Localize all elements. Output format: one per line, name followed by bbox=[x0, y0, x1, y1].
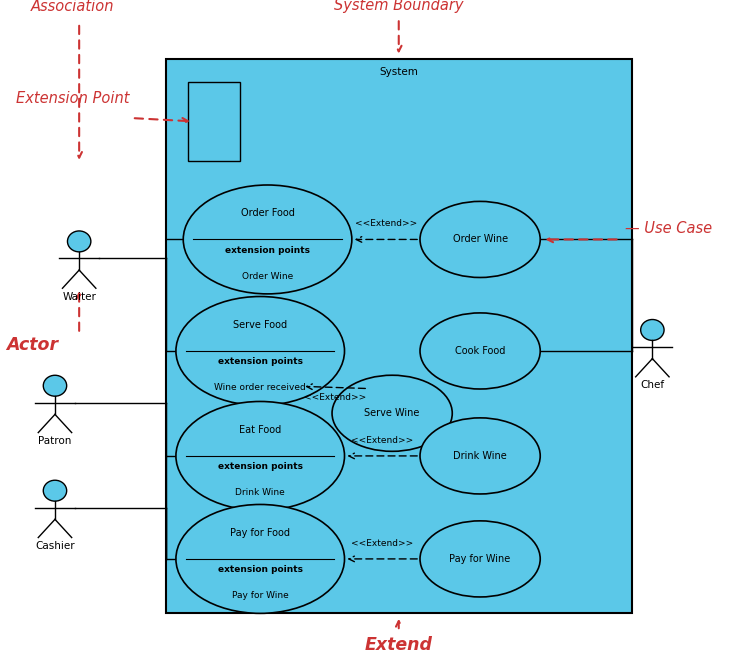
Text: Patron: Patron bbox=[38, 436, 72, 446]
Text: Drink Wine: Drink Wine bbox=[235, 489, 285, 497]
Text: <<Extend>>: <<Extend>> bbox=[304, 393, 366, 402]
Text: Serve Food: Serve Food bbox=[233, 320, 287, 330]
Text: Cashier: Cashier bbox=[35, 541, 75, 551]
Text: Extension Point: Extension Point bbox=[16, 91, 130, 106]
FancyBboxPatch shape bbox=[166, 59, 632, 613]
Text: Serve Wine: Serve Wine bbox=[364, 408, 420, 419]
Text: Wine order received: Wine order received bbox=[214, 384, 306, 392]
Text: Pay for Wine: Pay for Wine bbox=[232, 592, 289, 600]
Text: Pay for Food: Pay for Food bbox=[230, 528, 290, 538]
Text: Waiter: Waiter bbox=[62, 292, 96, 302]
Text: Cook Food: Cook Food bbox=[455, 346, 505, 356]
Ellipse shape bbox=[176, 297, 345, 405]
Text: <<Extend>>: <<Extend>> bbox=[351, 436, 413, 445]
Text: <<Extend>>: <<Extend>> bbox=[351, 539, 413, 548]
Text: extension points: extension points bbox=[218, 358, 303, 366]
Ellipse shape bbox=[420, 521, 540, 597]
Text: System Boundary: System Boundary bbox=[334, 0, 463, 13]
Text: Chef: Chef bbox=[641, 380, 664, 390]
Text: Drink Wine: Drink Wine bbox=[453, 451, 507, 461]
Text: extension points: extension points bbox=[218, 565, 303, 574]
Circle shape bbox=[43, 480, 67, 501]
Text: Order Food: Order Food bbox=[240, 209, 295, 218]
Text: — Use Case: — Use Case bbox=[625, 220, 712, 236]
Ellipse shape bbox=[176, 504, 345, 613]
Ellipse shape bbox=[183, 185, 352, 294]
Ellipse shape bbox=[176, 401, 345, 510]
Text: <<Extend>>: <<Extend>> bbox=[355, 219, 417, 228]
Text: Order Wine: Order Wine bbox=[242, 272, 293, 281]
Circle shape bbox=[641, 319, 664, 340]
Text: extension points: extension points bbox=[218, 462, 303, 471]
Text: Pay for Wine: Pay for Wine bbox=[449, 554, 511, 564]
Ellipse shape bbox=[332, 375, 452, 451]
Text: System: System bbox=[379, 67, 419, 77]
Text: Order Wine: Order Wine bbox=[452, 234, 508, 245]
Ellipse shape bbox=[420, 418, 540, 494]
Text: Actor: Actor bbox=[6, 336, 58, 354]
FancyBboxPatch shape bbox=[188, 82, 240, 161]
Text: extension points: extension points bbox=[225, 246, 310, 255]
Circle shape bbox=[43, 375, 67, 396]
Text: Extend: Extend bbox=[365, 636, 432, 654]
Text: Association: Association bbox=[31, 0, 114, 14]
Text: Eat Food: Eat Food bbox=[239, 425, 281, 435]
Ellipse shape bbox=[420, 313, 540, 389]
Circle shape bbox=[67, 231, 91, 252]
Ellipse shape bbox=[420, 201, 540, 277]
